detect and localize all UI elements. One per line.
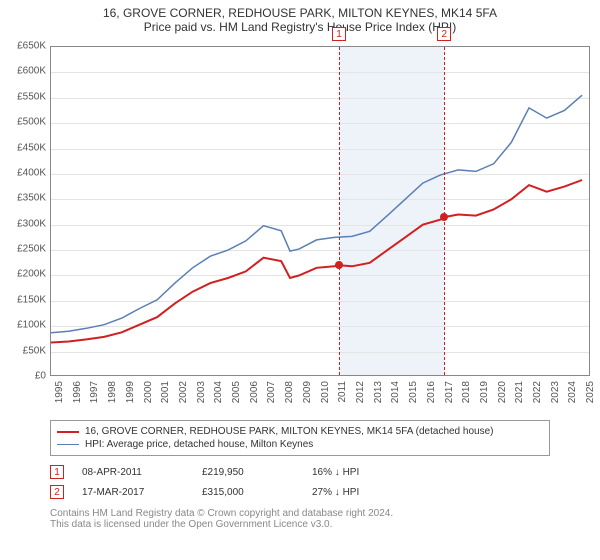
y-tick-label: £350K: [0, 193, 46, 204]
y-tick-label: £450K: [0, 142, 46, 153]
series-property: [51, 180, 582, 343]
y-tick-label: £50K: [0, 345, 46, 356]
y-tick-label: £0: [0, 371, 46, 382]
event-label-box: 2: [437, 27, 451, 41]
title-line2: Price paid vs. HM Land Registry's House …: [10, 20, 590, 34]
event-diff-1: 16% ↓ HPI: [312, 467, 432, 478]
legend-label-hpi: HPI: Average price, detached house, Milt…: [85, 439, 313, 450]
event-date-2: 17-MAR-2017: [82, 487, 202, 498]
legend-item-property: 16, GROVE CORNER, REDHOUSE PARK, MILTON …: [57, 425, 543, 438]
event-row-2: 2 17-MAR-2017 £315,000 27% ↓ HPI: [50, 482, 550, 502]
y-tick-label: £500K: [0, 117, 46, 128]
footer-attribution: Contains HM Land Registry data © Crown c…: [50, 508, 550, 530]
events-table: 1 08-APR-2011 £219,950 16% ↓ HPI 2 17-MA…: [50, 462, 550, 502]
legend-item-hpi: HPI: Average price, detached house, Milt…: [57, 438, 543, 451]
event-dot: [440, 213, 448, 221]
title-line1: 16, GROVE CORNER, REDHOUSE PARK, MILTON …: [10, 6, 590, 20]
y-tick-label: £600K: [0, 66, 46, 77]
event-label-box: 1: [332, 27, 346, 41]
plot-region: 12 1995199619971998199920002001200220032…: [50, 46, 590, 376]
footer-line1: Contains HM Land Registry data © Crown c…: [50, 508, 550, 519]
y-tick-label: £300K: [0, 218, 46, 229]
chart-area: £0 £50K £100K £150K £200K £250K £300K £350K £400…: [0, 36, 600, 416]
y-tick-label: £650K: [0, 41, 46, 52]
y-tick-label: £150K: [0, 294, 46, 305]
y-tick-label: £250K: [0, 244, 46, 255]
event-row-1: 1 08-APR-2011 £219,950 16% ↓ HPI: [50, 462, 550, 482]
event-price-1: £219,950: [202, 467, 312, 478]
line-series-svg: [51, 47, 591, 377]
y-tick-label: £100K: [0, 320, 46, 331]
legend: 16, GROVE CORNER, REDHOUSE PARK, MILTON …: [50, 420, 550, 456]
event-marker-2: 2: [50, 485, 64, 499]
y-tick-label: £550K: [0, 91, 46, 102]
event-dashline: [444, 47, 445, 375]
chart-title: 16, GROVE CORNER, REDHOUSE PARK, MILTON …: [0, 0, 600, 36]
event-dashline: [339, 47, 340, 375]
event-diff-2: 27% ↓ HPI: [312, 487, 432, 498]
event-dot: [335, 261, 343, 269]
series-hpi: [51, 95, 582, 333]
footer-line2: This data is licensed under the Open Gov…: [50, 519, 550, 530]
legend-swatch-property: [57, 431, 79, 433]
legend-label-property: 16, GROVE CORNER, REDHOUSE PARK, MILTON …: [85, 426, 493, 437]
y-tick-label: £200K: [0, 269, 46, 280]
event-marker-1: 1: [50, 465, 64, 479]
y-tick-label: £400K: [0, 167, 46, 178]
legend-swatch-hpi: [57, 444, 79, 445]
event-price-2: £315,000: [202, 487, 312, 498]
event-date-1: 08-APR-2011: [82, 467, 202, 478]
